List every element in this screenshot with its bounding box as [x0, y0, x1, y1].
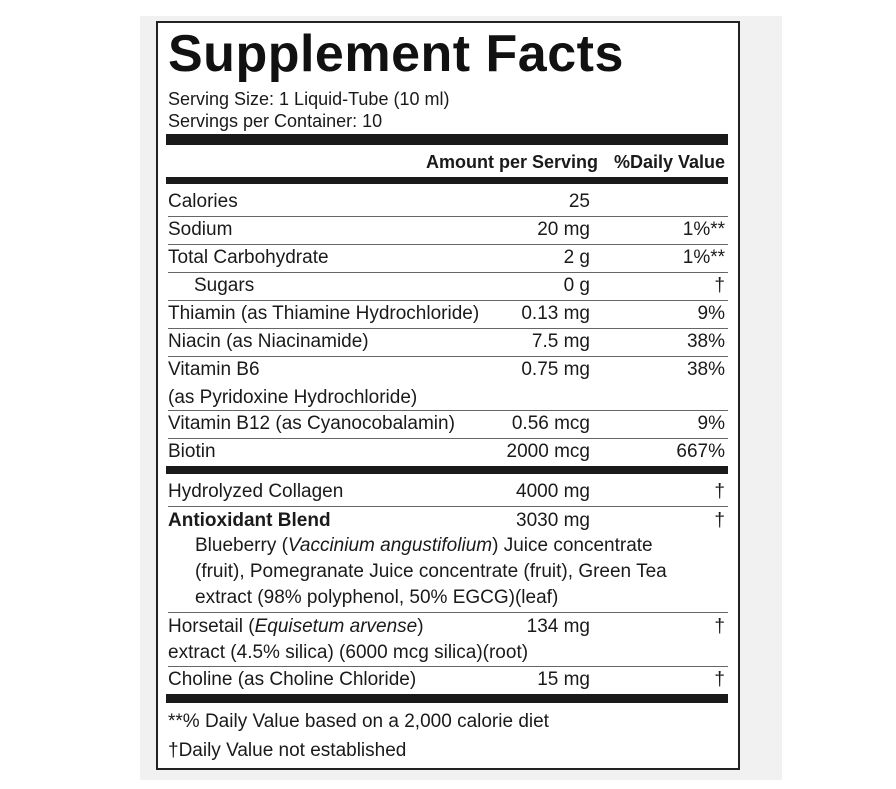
- latin-name: Vaccinium angustifolium: [287, 535, 493, 556]
- divider: [166, 466, 728, 474]
- label-frame: [156, 21, 740, 770]
- nutrient-name: Sugars: [194, 275, 255, 296]
- amount: 0.75 mg: [521, 359, 590, 380]
- amount: 7.5 mg: [531, 331, 590, 352]
- blend-description: Blueberry (Vaccinium angustifolium) Juic…: [195, 533, 705, 611]
- ingredient-row: Antioxidant Blend 3030 mg † Blueberry (Vac…: [168, 507, 728, 613]
- description-text: Blueberry (: [195, 535, 288, 556]
- ingredient-name: Horsetail (Equisetum arvense): [168, 613, 728, 641]
- ingredient-detail: extract (4.5% silica) (6000 mcg silica)(…: [168, 642, 529, 663]
- nutrient-detail: (as Pyridoxine Hydrochloride): [168, 387, 418, 408]
- nutrient-name: Thiamin (as Thiamine Hydrochloride): [168, 303, 480, 324]
- ingredient-row: Choline (as Choline Chloride) 15 mg †: [168, 666, 728, 694]
- nutrient-name: Sodium: [168, 219, 233, 240]
- divider: [166, 134, 728, 145]
- daily-value: †: [714, 481, 725, 502]
- nutrient-row: Biotin 2000 mcg 667%: [168, 438, 728, 466]
- ingredient-name: Hydrolyzed Collagen: [168, 481, 344, 502]
- daily-value: 9%: [697, 413, 725, 434]
- description-text: ) Juice concentrate (fruit), Pomegranate…: [195, 535, 667, 608]
- name-text: Horsetail (: [168, 616, 255, 637]
- nutrient-row: Sodium 20 mg 1%**: [168, 216, 728, 245]
- amount: 25: [568, 191, 590, 212]
- amount-header: Amount per Serving: [425, 152, 598, 172]
- name-text: ): [417, 616, 424, 637]
- amount: 20 mg: [537, 219, 590, 240]
- nutrient-row: Sugars 0 g †: [168, 272, 728, 301]
- amount: 0 g: [563, 275, 590, 296]
- latin-name: Equisetum arvense: [254, 616, 418, 637]
- amount: 0.56 mcg: [511, 413, 590, 434]
- footnote: †Daily Value not established: [168, 740, 407, 761]
- serving-size: Serving Size: 1 Liquid-Tube (10 ml): [168, 89, 450, 109]
- nutrient-name: Vitamin B6: [168, 359, 260, 380]
- amount: 4000 mg: [516, 481, 590, 502]
- daily-value: 9%: [697, 303, 725, 324]
- ingredient-name: Antioxidant Blend: [168, 510, 331, 531]
- ingredient-name: Choline (as Choline Chloride): [168, 669, 417, 690]
- ingredient-row: Horsetail (Equisetum arvense) extract (4.…: [168, 613, 728, 667]
- nutrient-name: Biotin: [168, 441, 216, 462]
- divider: [166, 694, 728, 703]
- amount: 134 mg: [526, 616, 590, 637]
- amount: 2000 mcg: [506, 441, 590, 462]
- daily-value: †: [714, 275, 725, 296]
- footnote: **% Daily Value based on a 2,000 calorie…: [168, 711, 549, 732]
- amount: 2 g: [563, 247, 590, 268]
- nutrient-name: Vitamin B12 (as Cyanocobalamin): [168, 413, 455, 434]
- amount: 15 mg: [537, 669, 590, 690]
- nutrient-name: Calories: [168, 191, 238, 212]
- servings-per-container: Servings per Container: 10: [168, 111, 383, 131]
- nutrient-row: Vitamin B6 (as Pyridoxine Hydrochloride) 0…: [168, 356, 728, 411]
- nutrient-row: Niacin (as Niacinamide) 7.5 mg 38%: [168, 328, 728, 357]
- nutrient-row: Vitamin B12 (as Cyanocobalamin) 0.56 mcg 9…: [168, 410, 728, 439]
- divider: [166, 177, 728, 184]
- title: Supplement Facts: [168, 25, 624, 83]
- daily-value: 38%: [686, 331, 725, 352]
- daily-value: 1%**: [682, 219, 725, 240]
- daily-value-header: %Daily Value: [613, 152, 725, 172]
- nutrient-name: Total Carbohydrate: [168, 247, 329, 268]
- daily-value: †: [714, 510, 725, 531]
- amount: 0.13 mg: [521, 303, 590, 324]
- daily-value: †: [714, 669, 725, 690]
- ingredient-row: Hydrolyzed Collagen 4000 mg †: [168, 478, 728, 507]
- nutrient-row: Total Carbohydrate 2 g 1%**: [168, 244, 728, 273]
- daily-value: †: [714, 616, 725, 637]
- daily-value: 1%**: [682, 247, 725, 268]
- daily-value: 667%: [676, 441, 725, 462]
- nutrient-row: Thiamin (as Thiamine Hydrochloride) 0.13 …: [168, 300, 728, 329]
- amount: 3030 mg: [516, 510, 590, 531]
- nutrient-row: Calories 25: [168, 188, 728, 217]
- nutrient-name: Niacin (as Niacinamide): [168, 331, 369, 352]
- daily-value: 38%: [686, 359, 725, 380]
